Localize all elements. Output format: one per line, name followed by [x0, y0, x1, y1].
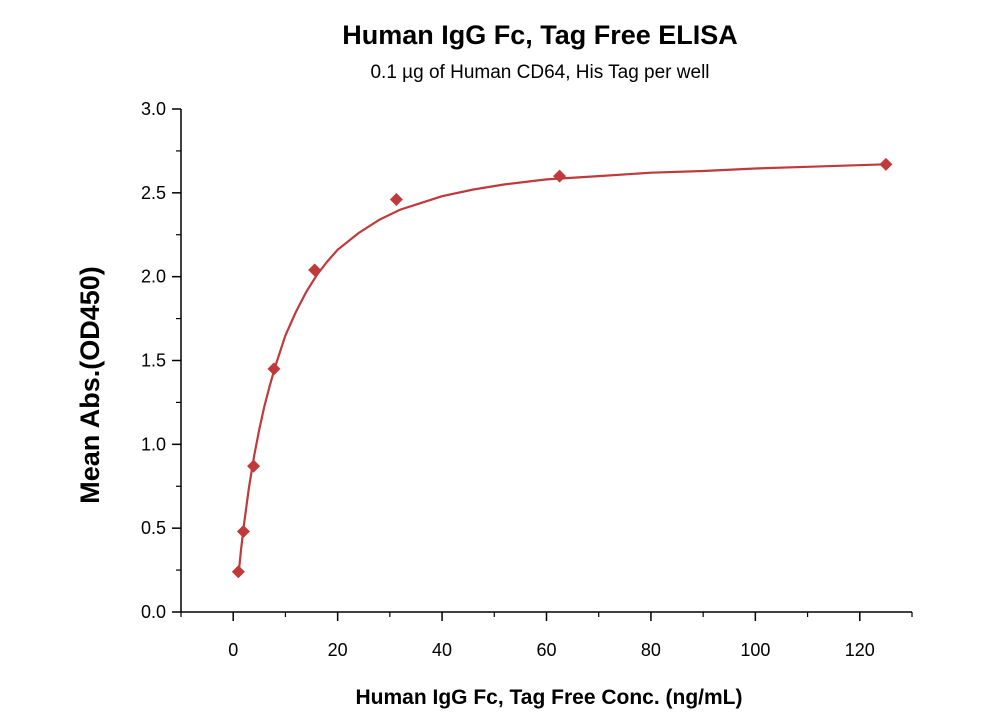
data-point — [389, 193, 403, 207]
data-points — [231, 157, 893, 579]
data-point — [879, 157, 893, 171]
x-tick-label: 100 — [740, 640, 770, 660]
x-tick-label: 80 — [641, 640, 661, 660]
data-point — [231, 565, 245, 579]
data-point — [553, 169, 567, 183]
chart-title: Human IgG Fc, Tag Free ELISA — [342, 20, 738, 50]
y-tick-label: 1.5 — [141, 351, 166, 371]
y-tick-label: 0.0 — [141, 602, 166, 622]
x-axis-label: Human IgG Fc, Tag Free Conc. (ng/mL) — [356, 686, 743, 709]
data-point — [267, 362, 281, 376]
fit-curve-line — [237, 163, 886, 577]
y-tick-label: 2.0 — [141, 267, 166, 287]
x-tick-label: 60 — [536, 640, 556, 660]
chart-subtitle: 0.1 µg of Human CD64, His Tag per well — [370, 62, 709, 83]
data-point — [236, 525, 250, 539]
x-tick-label: 20 — [328, 640, 348, 660]
x-tick-label: 120 — [845, 640, 875, 660]
x-tick-label: 40 — [432, 640, 452, 660]
y-tick-label: 1.0 — [141, 434, 166, 454]
x-axis-ticks: 0 20 40 60 80 100 120 — [180, 612, 913, 660]
x-tick-label: 0 — [228, 640, 238, 660]
y-tick-label: 2.5 — [141, 183, 166, 203]
y-axis-label: Mean Abs.(OD450) — [75, 266, 105, 504]
data-point — [308, 263, 322, 277]
y-tick-label: 3.0 — [141, 99, 166, 119]
y-tick-label: 0.5 — [141, 518, 166, 538]
data-point — [247, 459, 261, 473]
y-axis-ticks: 0.0 0.5 1.0 1.5 2.0 2.5 3.0 — [141, 99, 181, 622]
